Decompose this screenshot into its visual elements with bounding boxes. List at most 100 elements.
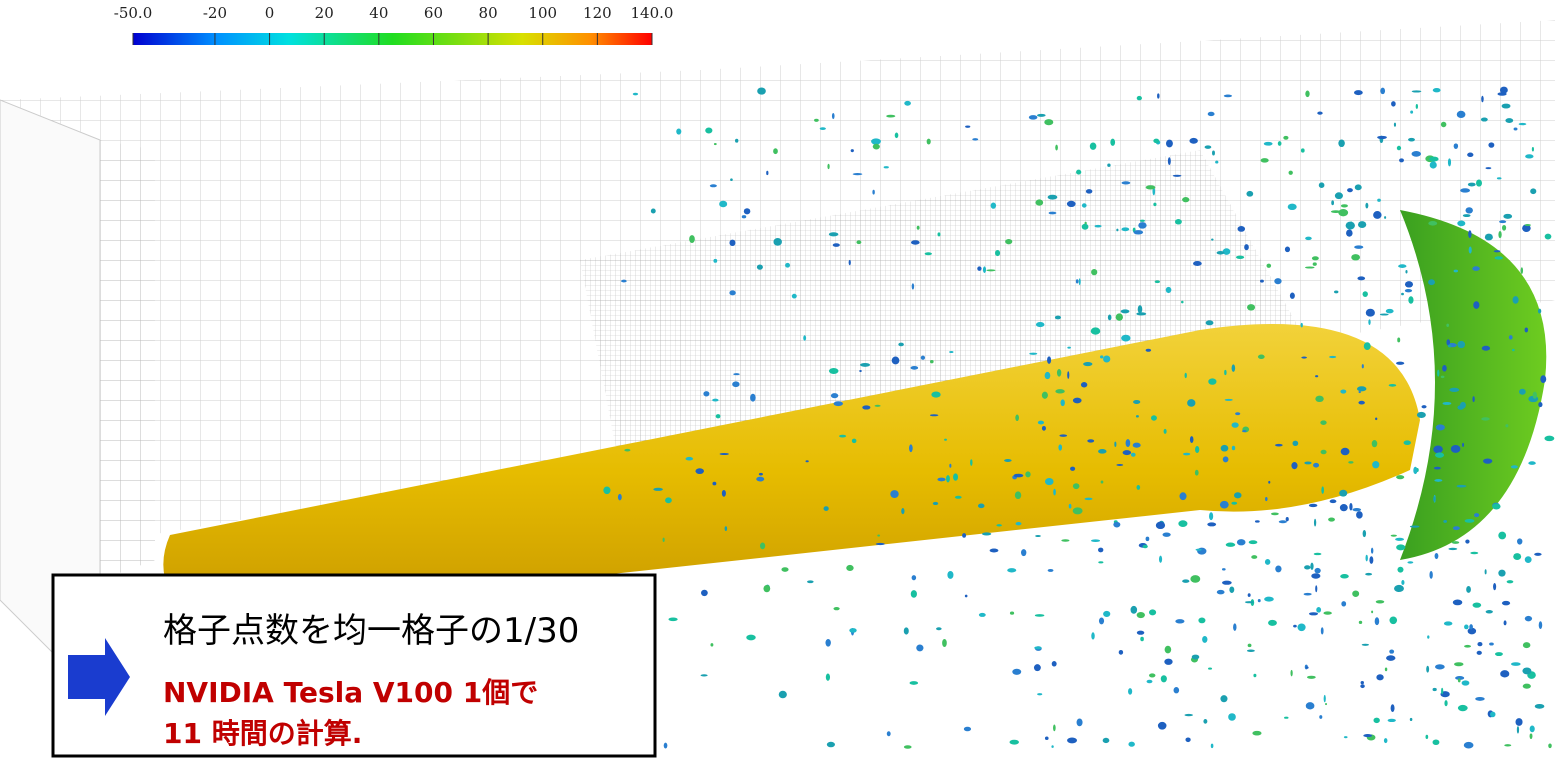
droplet (1260, 280, 1264, 283)
droplet (742, 215, 746, 218)
droplet (1133, 230, 1143, 234)
droplet (1029, 353, 1037, 355)
droplet (1500, 670, 1509, 677)
tick-label: 20 (315, 4, 334, 22)
droplet (1493, 583, 1496, 590)
droplet (1226, 543, 1236, 547)
droplet (1488, 142, 1494, 147)
droplet (1472, 396, 1474, 402)
droplet (1454, 143, 1458, 149)
droplet (1396, 362, 1404, 365)
droplet (1113, 522, 1120, 528)
droplet (814, 119, 819, 122)
droplet (1391, 704, 1395, 712)
droplet (1371, 611, 1373, 614)
droplet (665, 497, 672, 503)
droplet (927, 139, 931, 145)
droplet (757, 265, 763, 270)
droplet (1128, 742, 1134, 747)
droplet (872, 190, 874, 195)
droplet (1358, 221, 1366, 228)
droplet (895, 133, 899, 139)
droplet (1380, 88, 1385, 95)
droplet (1265, 559, 1270, 565)
droplet (1437, 370, 1439, 377)
droplet (1077, 719, 1083, 727)
droplet (1495, 652, 1503, 656)
droplet (1313, 262, 1317, 265)
droplet (946, 475, 950, 482)
droplet (1340, 504, 1348, 511)
droplet (1499, 220, 1506, 223)
droplet (936, 627, 942, 630)
droplet (1099, 617, 1104, 624)
droplet (1231, 502, 1237, 505)
droplet (1073, 507, 1083, 514)
droplet (829, 368, 838, 374)
droplet (1351, 254, 1360, 260)
droplet (1051, 745, 1053, 748)
droplet (1410, 111, 1413, 114)
droplet (1453, 600, 1463, 606)
droplet (1045, 478, 1054, 485)
scene: -50.0-20020406080100120140.0 格子点数を均一格子の1… (0, 0, 1555, 758)
droplet (1014, 474, 1024, 478)
droplet (1234, 492, 1242, 498)
droplet (1067, 347, 1071, 349)
droplet (1069, 504, 1072, 509)
droplet (1042, 392, 1048, 399)
droplet (773, 238, 781, 246)
droplet (1525, 556, 1532, 563)
droplet (849, 628, 856, 633)
droplet (803, 335, 806, 340)
droplet (1346, 229, 1353, 236)
droplet (1220, 501, 1229, 509)
droplet (1482, 346, 1490, 351)
droplet (1137, 96, 1142, 101)
droplet (1463, 214, 1471, 217)
droplet (1005, 239, 1012, 244)
droplet (1149, 673, 1155, 677)
droplet (1163, 532, 1171, 536)
droplet (1229, 586, 1234, 593)
droplet (1305, 237, 1312, 241)
droplet (1073, 483, 1080, 489)
droplet (1530, 726, 1535, 733)
droplet (1448, 548, 1457, 550)
droplet (1444, 700, 1447, 706)
droplet (1405, 289, 1412, 292)
droplet (725, 526, 728, 531)
droplet (1389, 616, 1397, 624)
droplet (1362, 644, 1369, 646)
droplet (1453, 526, 1460, 530)
droplet (1530, 188, 1536, 194)
droplet (792, 294, 797, 299)
droplet (1404, 440, 1411, 445)
droplet (1485, 569, 1487, 574)
droplet (1090, 143, 1097, 150)
droplet (1444, 621, 1453, 625)
droplet (962, 533, 966, 538)
droplet (1364, 342, 1371, 350)
droplet (1341, 601, 1346, 606)
droplet (1237, 226, 1245, 232)
droplet (1206, 320, 1214, 325)
droplet (1247, 650, 1255, 652)
droplet (1481, 118, 1488, 122)
droplet (1397, 146, 1401, 150)
droplet (1103, 738, 1110, 743)
droplet (663, 538, 665, 542)
droplet (1275, 444, 1283, 447)
droplet (834, 401, 843, 406)
droplet (653, 488, 663, 491)
droplet (1121, 309, 1130, 313)
droplet (839, 435, 846, 438)
droplet (859, 370, 862, 372)
droplet (735, 139, 738, 143)
droplet (829, 232, 839, 236)
droplet (931, 392, 940, 398)
droplet (1384, 738, 1387, 743)
droplet (1126, 439, 1131, 447)
droplet (1352, 590, 1359, 597)
droplet (1248, 593, 1251, 597)
